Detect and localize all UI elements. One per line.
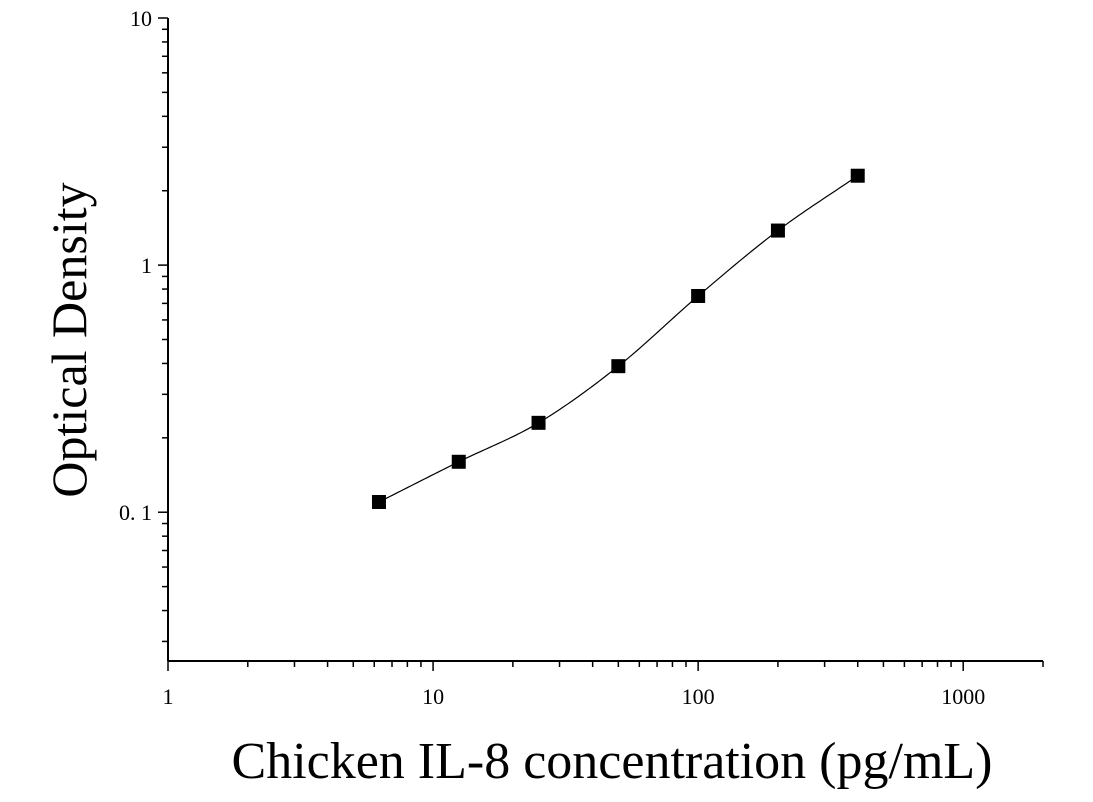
data-point — [531, 415, 546, 430]
axes — [167, 18, 1043, 662]
data-point — [371, 494, 386, 509]
y-axis-title: Optical Density — [41, 182, 97, 497]
data-points — [371, 168, 865, 509]
tick-labels: 1 10 100 1000 0. 1 1 10 — [119, 6, 985, 709]
y-tick-label: 0. 1 — [119, 500, 152, 525]
data-point — [850, 168, 865, 183]
data-point — [611, 359, 626, 374]
y-tick-label: 1 — [141, 253, 152, 278]
x-axis-title: Chicken IL-8 concentration (pg/mL) — [232, 733, 993, 790]
data-point — [691, 288, 706, 303]
y-tick-label: 10 — [130, 6, 152, 31]
x-tick-label: 100 — [682, 684, 715, 709]
data-point — [451, 454, 466, 469]
x-tick-label: 1 — [163, 684, 174, 709]
axis-ticks — [158, 17, 1044, 671]
data-point — [770, 223, 785, 238]
fit-curve — [378, 175, 859, 503]
x-tick-label: 1000 — [941, 684, 985, 709]
x-tick-label: 10 — [422, 684, 444, 709]
